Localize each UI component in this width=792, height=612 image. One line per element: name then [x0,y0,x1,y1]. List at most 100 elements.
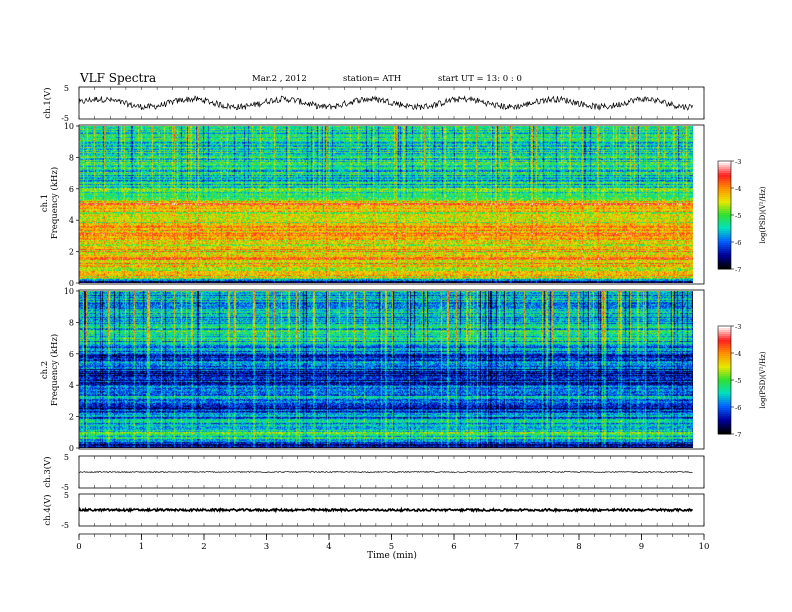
ch2-ytick-label: 4 [69,381,74,390]
colorbar-segment [718,211,731,214]
colorbar-segment [718,239,731,242]
colorbar-segment [718,185,731,188]
colorbar-segment [718,386,731,389]
time-tick-label: 4 [326,542,331,552]
colorbar-segment [718,231,731,234]
colorbar-segment [718,255,731,258]
colorbar-segment [718,165,731,168]
colorbar-tick-label: -6 [735,404,741,412]
time-axis-label: Time (min) [367,550,417,561]
ch2-ytick-label: 2 [69,413,74,422]
colorbar-segment [718,372,731,375]
ch2-spectrogram-frame [78,289,705,450]
colorbar-segment [718,219,731,222]
colorbar-segment [718,203,731,206]
colorbar-segment [718,191,731,194]
colorbar-tick-label: -4 [735,350,741,358]
colorbar-segment [718,424,731,427]
colorbar-segment [718,253,731,256]
colorbar-segment [718,426,731,429]
colorbar-segment [718,201,731,204]
time-axis: 0 1 2 3 4 5 6 7 8 9 10 [76,87,709,552]
ch1-ytick-label: 4 [69,216,74,225]
colorbar-segment [718,169,731,172]
colorbar-segment [718,338,731,341]
colorbar-segment [718,376,731,379]
ch2-ytick-label: 0 [69,444,74,453]
colorbar-tick-label: -7 [735,266,741,274]
ch2-ytick-label: 10 [64,287,74,296]
ch2-ytick-label: 8 [69,318,74,327]
time-tick-label: 1 [139,542,144,552]
colorbar-segment [718,247,731,250]
time-tick-label: 7 [514,542,519,552]
ch1-frequency-label: Frequency (kHz) [49,167,60,239]
start-time-label: start UT = 13: 0 : 0 [438,74,522,84]
colorbar-segment [718,354,731,357]
colorbar-segment [718,390,731,393]
colorbar-segment [718,410,731,413]
colorbar-segment [718,366,731,369]
colorbar-segment [718,420,731,423]
ch4-waveform-line [78,506,694,514]
ch4-ytick-top: 5 [64,491,69,500]
ch1-spectrogram-image [79,126,693,283]
time-tick-label: 2 [201,542,206,552]
colorbar-segment [718,263,731,266]
ch1-ytick-label: 2 [69,248,74,257]
ch2-spectrogram-panel: 0 2 4 6 8 10 ch.2 Frequency (kHz) [40,287,705,453]
ch1-colorbar: -3 -4 -5 -6 -7 [717,158,741,274]
ch3-waveform-line [79,471,693,474]
ch1-ytick-bottom: -5 [61,114,69,123]
time-tick-label: 9 [639,542,644,552]
colorbar-segment [718,422,731,425]
colorbar-segment [718,412,731,415]
time-tick-label: 6 [451,542,456,552]
colorbar-segment [718,215,731,218]
ch4-voltage-label: ch.4(V) [42,494,53,525]
colorbar-segment [718,414,731,417]
colorbar-segment [718,195,731,198]
colorbar-segment [718,233,731,236]
colorbar-segment [718,396,731,399]
colorbar-segment [718,348,731,351]
colorbar-segment [718,374,731,377]
ch1-ytick-top: 5 [64,84,69,93]
colorbar-segment [718,428,731,431]
colorbar-tick-label: -6 [735,239,741,247]
colorbar-segment [718,418,731,421]
colorbar-segment [718,384,731,387]
colorbar-segment [718,267,731,270]
ch2-frequency-label: Frequency (kHz) [49,334,60,406]
colorbar-segment [718,189,731,192]
colorbar-segment [718,207,731,210]
colorbar-segment [718,342,731,345]
ch3-ytick-top: 5 [64,453,69,462]
colorbar-segment [718,408,731,411]
colorbar-segment [718,328,731,331]
colorbar-segment [718,251,731,254]
colorbar-segment [718,261,731,264]
colorbar-segment [718,199,731,202]
colorbar-segment [718,416,731,419]
colorbar-segment [718,259,731,262]
colorbar-segment [718,364,731,367]
ch1-ytick-label: 10 [64,122,74,131]
colorbar-segment [718,340,731,343]
ch1-waveform-line [78,95,693,111]
ch1-voltage-label: ch.1(V) [42,87,53,118]
ch1-spectrogram-frame [78,124,705,285]
ch4-ytick-bottom: -5 [61,521,69,530]
colorbar-segment [718,378,731,381]
colorbar-segment [718,163,731,166]
colorbar-segment [718,332,731,335]
ch1-colorbar-label: log(PSD)(V²/Hz) [759,186,767,243]
colorbar-segment [718,173,731,176]
colorbar-segment [718,181,731,184]
colorbar-segment [718,430,731,433]
colorbar-segment [718,193,731,196]
station-label: station= ATH [343,74,401,84]
colorbar-segment [718,330,731,333]
colorbar-segment [718,362,731,365]
